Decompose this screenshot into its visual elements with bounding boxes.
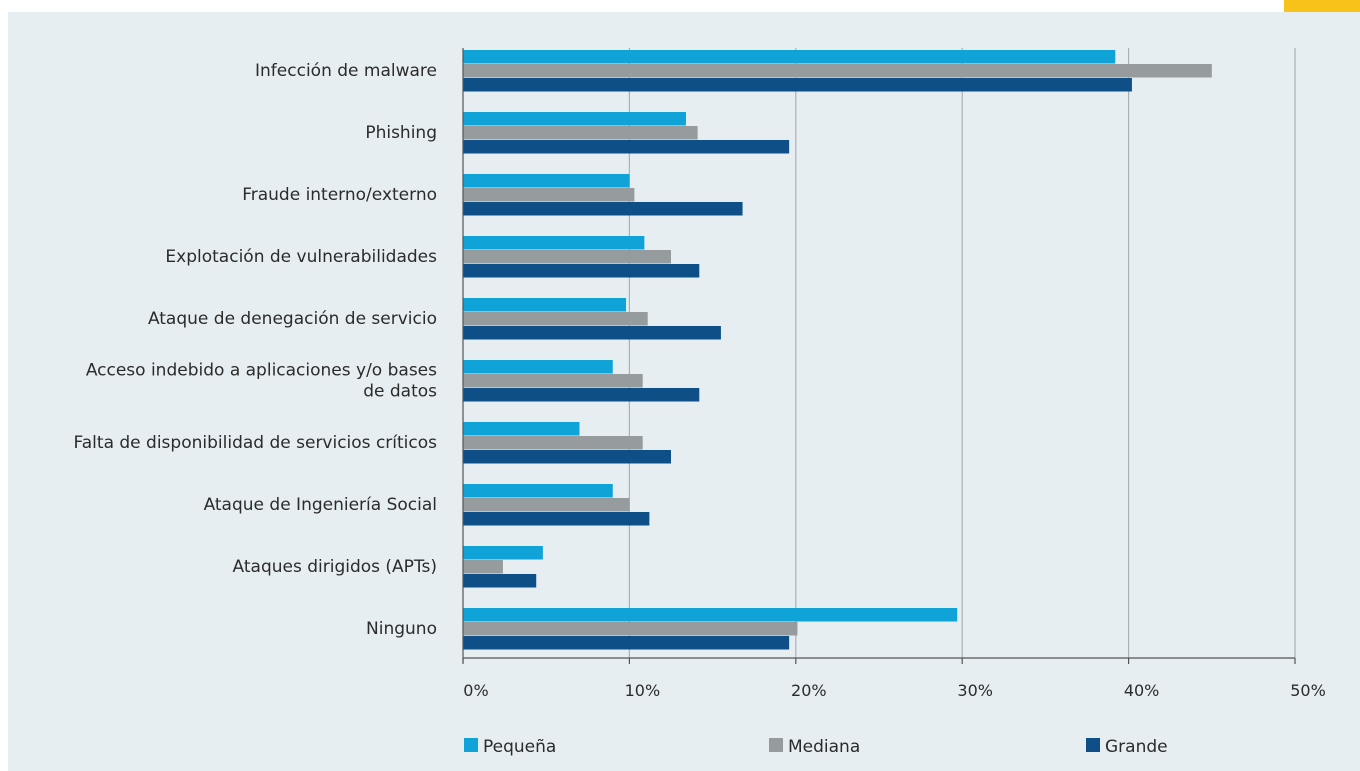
category-label: Phishing (365, 123, 437, 143)
bar (463, 422, 580, 436)
gridlines (628, 48, 1296, 658)
category-label: de datos (363, 381, 437, 401)
bar (463, 78, 1132, 92)
category-label: Infección de malware (255, 61, 437, 81)
bar (463, 374, 643, 388)
legend-label: Grande (1105, 737, 1168, 757)
legend-swatch (1086, 738, 1100, 752)
bar (463, 264, 700, 278)
category-label: Acceso indebido a aplicaciones y/o bases (86, 360, 437, 380)
bar (463, 140, 790, 154)
bar (463, 202, 743, 216)
category-labels: Infección de malware Phishing Fraude inter… (74, 61, 438, 639)
bar (463, 298, 627, 312)
bar (463, 574, 537, 588)
bar (463, 546, 543, 560)
bar (463, 450, 671, 464)
category-label: Fraude interno/externo (242, 185, 437, 205)
bar (463, 636, 790, 650)
category-label: Explotación de vulnerabilidades (165, 247, 437, 267)
x-tick-label: 50% (1290, 681, 1326, 700)
x-axis: 0% 10% 20% 30% 40% 50% (462, 48, 1326, 700)
bar (463, 388, 700, 402)
x-tick-label: 20% (791, 681, 827, 700)
bar (463, 250, 671, 264)
category-label: Falta de disponibilidad de servicios crí… (74, 433, 438, 453)
bar (463, 174, 630, 188)
legend-swatch (769, 738, 783, 752)
category-label: Ataque de Ingeniería Social (204, 495, 437, 515)
category-label: Ataques dirigidos (APTs) (233, 557, 437, 577)
x-tick-label: 40% (1124, 681, 1160, 700)
category-label: Ataque de denegación de servicio (148, 309, 437, 329)
bar (463, 560, 503, 574)
category-label: Ninguno (366, 619, 437, 639)
bar (463, 126, 698, 140)
bar (463, 498, 630, 512)
bar (463, 484, 613, 498)
accent-tab (1284, 0, 1360, 12)
bar (463, 326, 721, 340)
bar (463, 360, 613, 374)
bar (463, 64, 1212, 78)
legend-label: Mediana (788, 737, 860, 757)
bar (463, 188, 635, 202)
bar (463, 512, 650, 526)
bars (463, 50, 1212, 650)
bar (463, 236, 645, 250)
bar (463, 436, 643, 450)
bar (463, 312, 648, 326)
legend: Pequeña Mediana Grande (464, 737, 1168, 757)
x-tick-label: 0% (463, 681, 488, 700)
bar (463, 50, 1116, 64)
bar (463, 608, 958, 622)
x-tick-label: 10% (625, 681, 661, 700)
legend-label: Pequeña (483, 737, 556, 757)
legend-swatch (464, 738, 478, 752)
x-tick-label: 30% (957, 681, 993, 700)
bar (463, 622, 798, 636)
bar (463, 112, 686, 126)
